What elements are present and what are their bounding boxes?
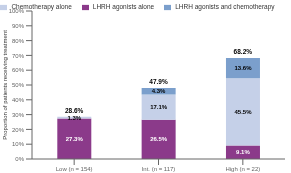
svg-text:4.3%: 4.3% — [152, 88, 166, 94]
svg-text:100%: 100% — [9, 8, 25, 14]
svg-text:13.6%: 13.6% — [234, 65, 252, 71]
svg-text:1.3%: 1.3% — [67, 115, 81, 121]
svg-text:40%: 40% — [12, 97, 25, 103]
svg-text:Int. (n = 117): Int. (n = 117) — [142, 166, 176, 172]
svg-text:17.1%: 17.1% — [150, 104, 168, 110]
html-text:LHRH agonists and chemotherapy: LHRH agonists and chemotherapy — [175, 3, 275, 10]
svg-text:80%: 80% — [12, 38, 25, 44]
html-text:LHRH agonists alone: LHRH agonists alone — [92, 3, 155, 10]
svg-text:10%: 10% — [12, 141, 25, 147]
svg-text:30%: 30% — [12, 112, 25, 118]
svg-text:20%: 20% — [12, 127, 25, 133]
svg-text:47.9%: 47.9% — [149, 78, 168, 85]
svg-text:Low (n = 154): Low (n = 154) — [56, 166, 93, 172]
svg-text:High (n = 22): High (n = 22) — [225, 166, 260, 172]
svg-text:0%: 0% — [15, 156, 24, 162]
svg-text:27.3%: 27.3% — [66, 136, 84, 142]
svg-text:50%: 50% — [12, 82, 25, 88]
svg-text:26.5%: 26.5% — [150, 136, 168, 142]
svg-text:Proportion of patients receivi: Proportion of patients receiving treatme… — [8, 30, 9, 140]
svg-text:68.2%: 68.2% — [234, 48, 253, 55]
svg-text:45.5%: 45.5% — [234, 109, 252, 115]
svg-text:90%: 90% — [12, 23, 25, 29]
svg-text:70%: 70% — [12, 53, 25, 59]
svg-text:9.1%: 9.1% — [236, 149, 250, 155]
svg-text:28.6%: 28.6% — [65, 107, 84, 114]
svg-text:60%: 60% — [12, 67, 25, 73]
html-text:Chemotherapy alone: Chemotherapy alone — [11, 3, 72, 10]
